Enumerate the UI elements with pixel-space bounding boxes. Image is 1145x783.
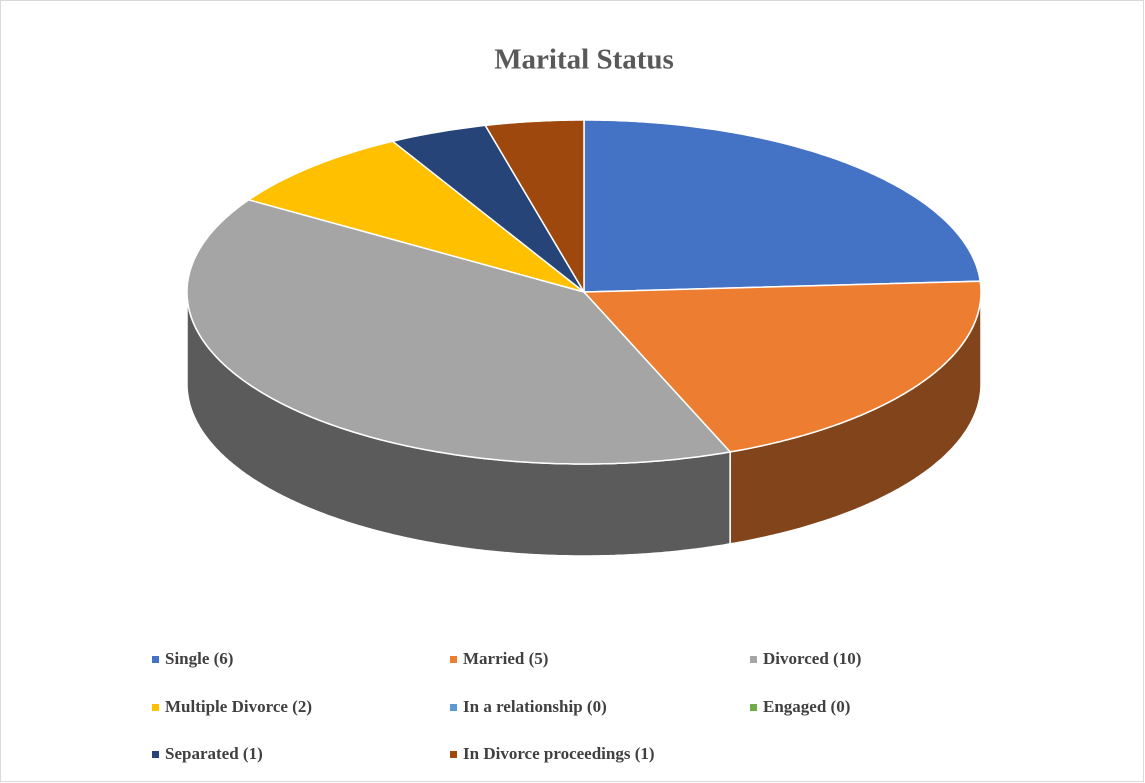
slice (186, 198, 732, 465)
legend-label: Single (6) (165, 649, 233, 668)
legend-label: In Divorce proceedings (1) (463, 744, 655, 763)
legend-swatch (450, 656, 457, 663)
legend-swatch (450, 704, 457, 711)
legend-label: Married (5) (463, 649, 548, 668)
legend-swatch (152, 751, 159, 758)
legend-label: Divorced (10) (763, 649, 861, 668)
slice (247, 140, 585, 293)
legend-label: Engaged (0) (763, 697, 850, 716)
slice (391, 124, 585, 293)
legend-label: Multiple Divorce (2) (165, 697, 312, 716)
legend-swatch (750, 704, 757, 711)
slice (484, 119, 585, 295)
legend-swatch (450, 751, 457, 758)
legend-label: In a relationship (0) (463, 697, 607, 716)
chart-title: Marital Status (494, 44, 674, 76)
legend-swatch (152, 704, 159, 711)
legend-label: Separated (1) (165, 744, 263, 763)
legend-swatch (750, 656, 757, 663)
slice (583, 119, 982, 293)
slice (582, 280, 982, 453)
legend-swatch (152, 656, 159, 663)
